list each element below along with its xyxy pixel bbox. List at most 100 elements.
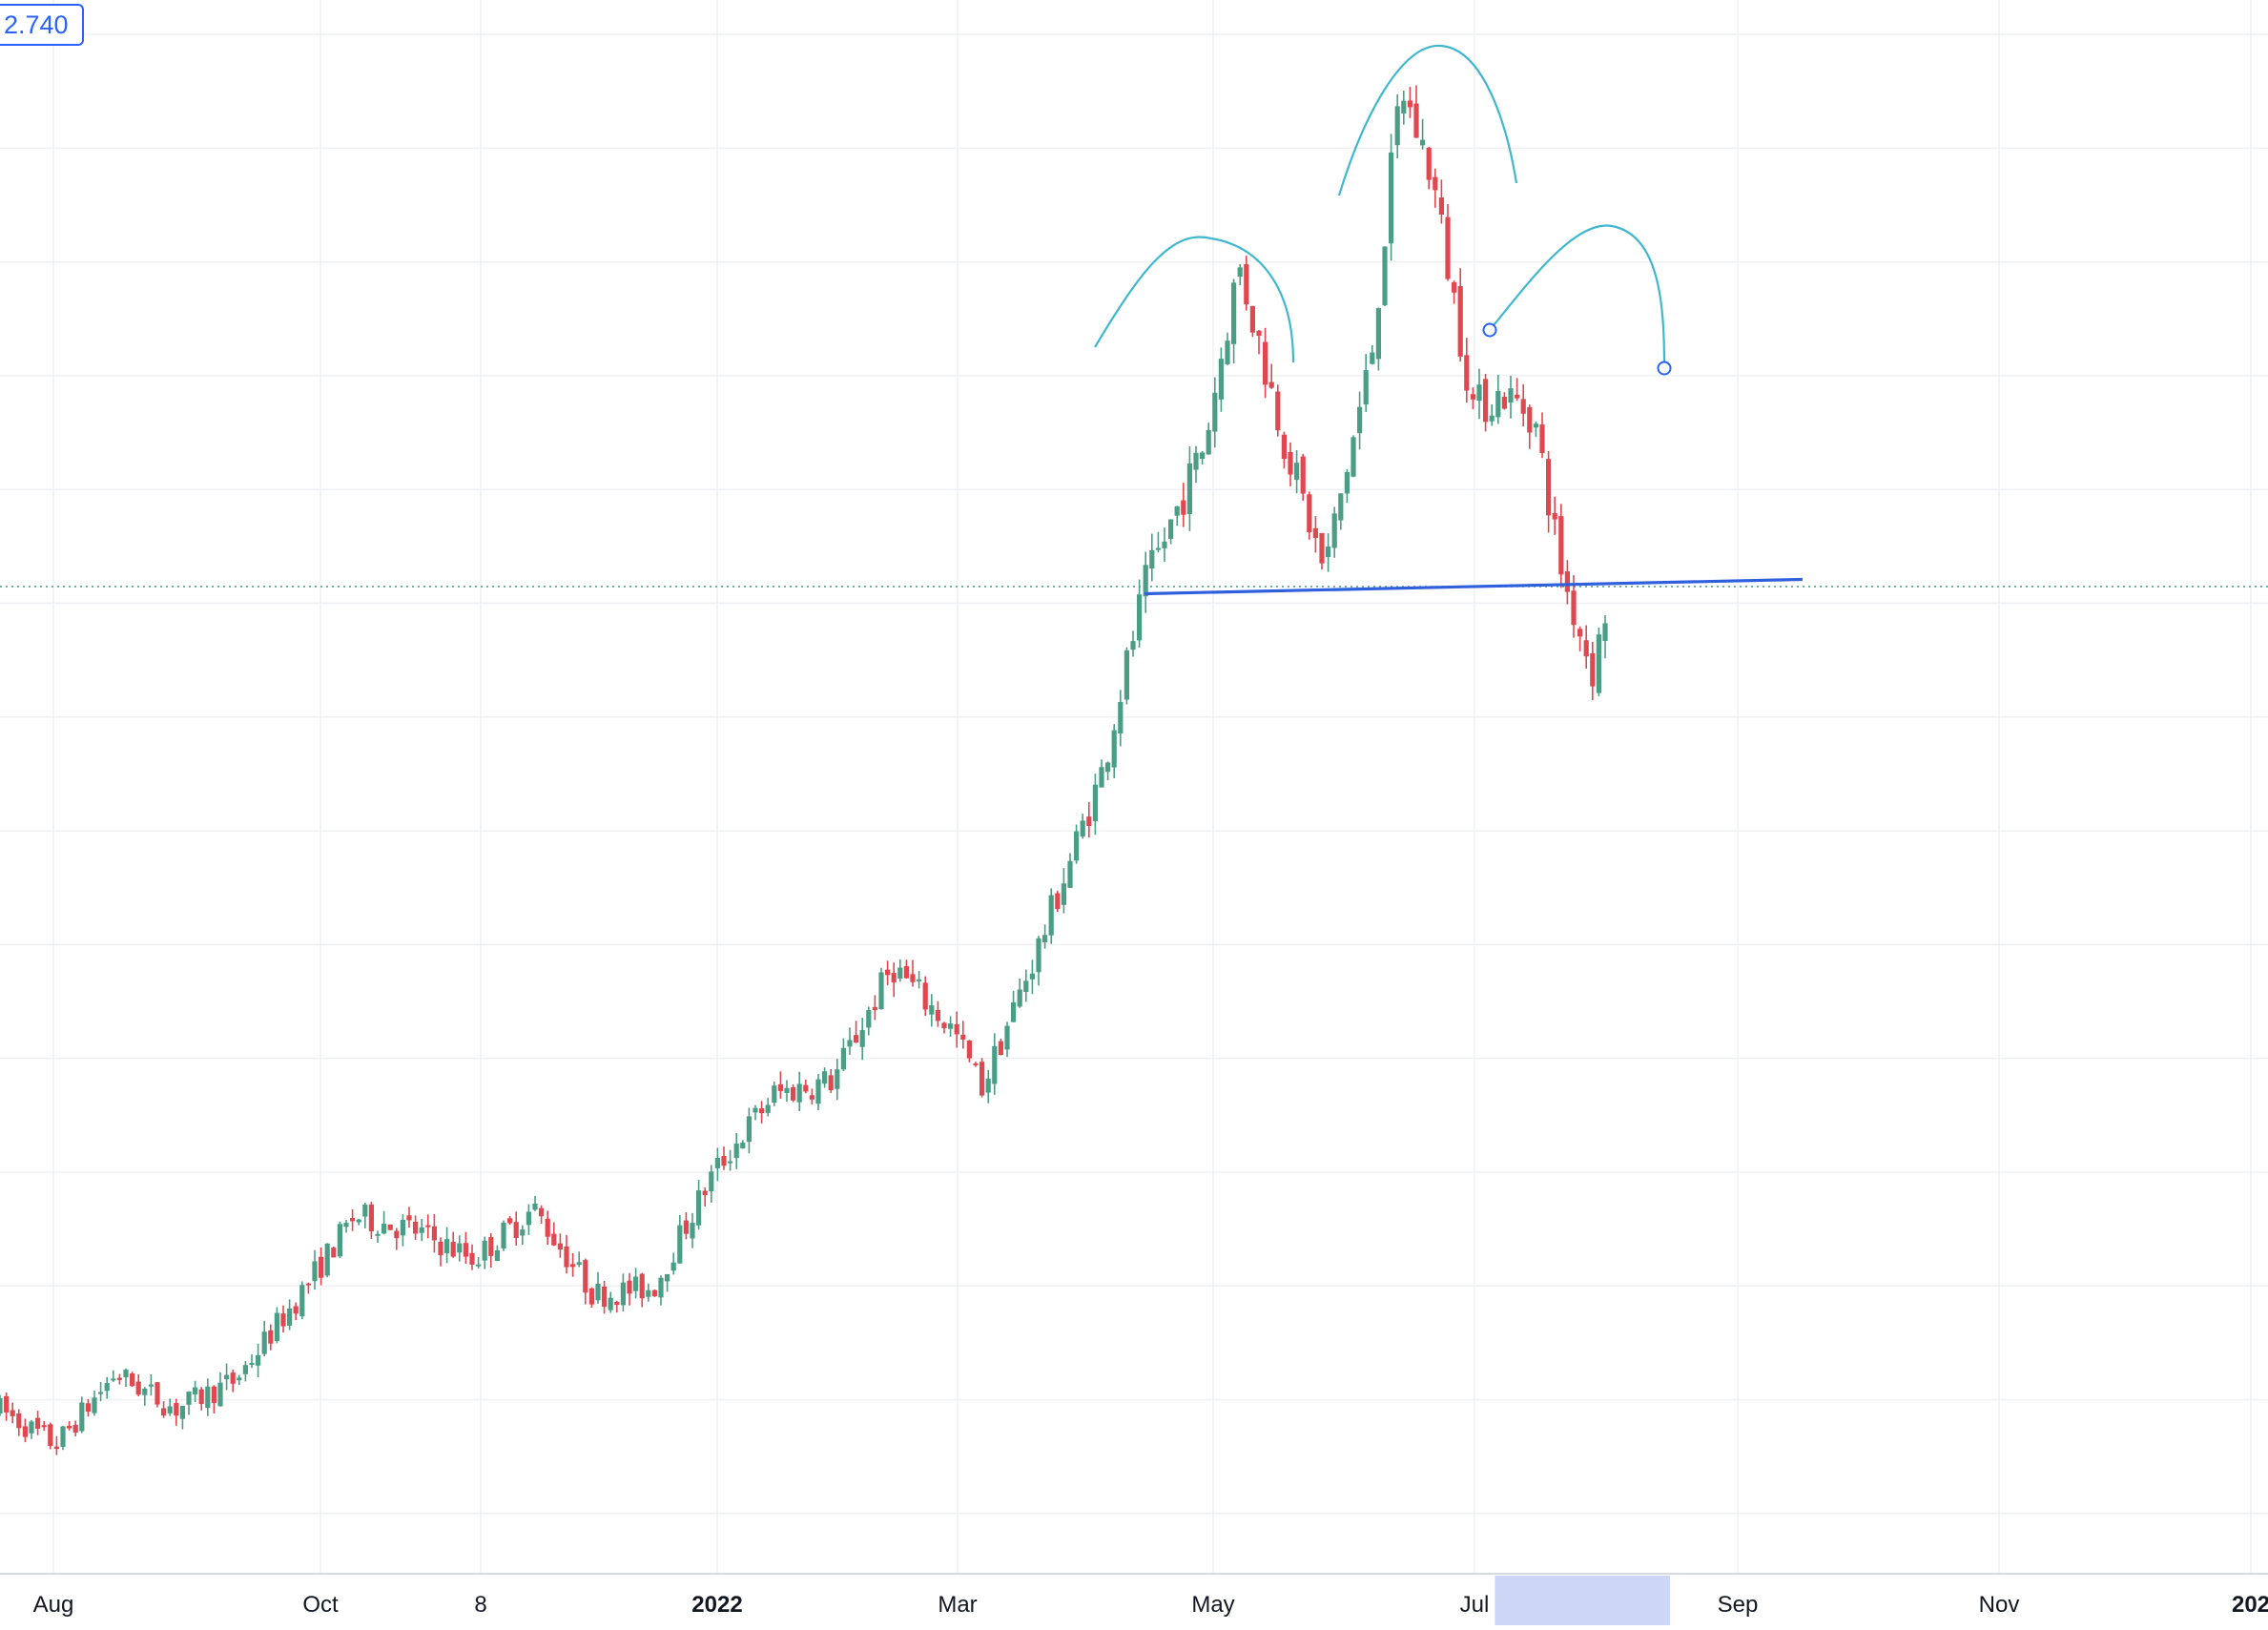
- candle-body: [966, 1041, 972, 1059]
- candle-body: [1162, 541, 1167, 548]
- candle-body: [935, 1009, 940, 1021]
- candle-body: [1174, 506, 1180, 516]
- candle-body: [835, 1069, 840, 1089]
- candle-body: [1092, 784, 1098, 821]
- candle-body: [1382, 246, 1388, 306]
- candle-body: [866, 1010, 872, 1028]
- candle-body: [1225, 340, 1230, 364]
- candle-body: [324, 1243, 330, 1276]
- candle-body: [116, 1377, 122, 1380]
- candle-body: [155, 1382, 160, 1405]
- candle-body: [809, 1095, 814, 1100]
- candle-body: [1186, 463, 1192, 514]
- candle-body: [602, 1287, 608, 1308]
- candle-body: [142, 1388, 148, 1395]
- candle-body: [1118, 702, 1124, 734]
- candle-body: [419, 1227, 424, 1233]
- candle-body: [1099, 767, 1104, 788]
- candle-body: [293, 1306, 299, 1314]
- candle-body: [885, 969, 891, 976]
- candle-body: [583, 1260, 588, 1293]
- candle-body: [759, 1108, 765, 1114]
- candle-body: [1489, 415, 1495, 422]
- candle-body: [1426, 147, 1432, 180]
- x-axis-tick-label: Jul: [1460, 1592, 1490, 1618]
- candle-body: [375, 1233, 381, 1236]
- x-axis-tick-label: Aug: [33, 1592, 74, 1618]
- candle-body: [29, 1421, 34, 1434]
- candle-body: [104, 1382, 110, 1392]
- candle-body: [709, 1171, 714, 1192]
- candle-body: [822, 1071, 828, 1084]
- candle-body: [1307, 494, 1312, 533]
- candle-body: [1501, 396, 1507, 409]
- candle-body: [765, 1104, 771, 1113]
- candle-body: [249, 1362, 255, 1365]
- candle-body: [394, 1230, 400, 1239]
- candle-body: [1004, 1025, 1010, 1050]
- candle-body: [1577, 629, 1583, 637]
- candle-body: [784, 1087, 790, 1093]
- candle-body: [413, 1221, 419, 1234]
- candle-body: [1389, 152, 1394, 244]
- candle-body: [828, 1075, 834, 1090]
- candle-body: [1596, 634, 1601, 693]
- x-axis-tick-label: Sep: [1718, 1592, 1759, 1618]
- candles: [0, 85, 1608, 1455]
- candle-body: [148, 1384, 154, 1387]
- candle-body: [872, 1006, 877, 1011]
- candle-body: [840, 1047, 846, 1070]
- candle-body: [878, 972, 884, 1010]
- candle-body: [1249, 305, 1255, 333]
- candle-body: [929, 1005, 935, 1015]
- candle-body: [425, 1225, 431, 1228]
- candle-body: [627, 1280, 632, 1294]
- candle-body: [193, 1387, 198, 1394]
- candle-body: [979, 1062, 985, 1096]
- candle-body: [41, 1425, 47, 1428]
- candle-body: [72, 1424, 78, 1434]
- candle-body: [217, 1382, 223, 1407]
- candle-body: [476, 1264, 482, 1267]
- candle-body: [1029, 973, 1035, 980]
- candle-body: [67, 1425, 72, 1429]
- candle-body: [438, 1241, 443, 1256]
- candle-body: [261, 1331, 267, 1354]
- candle-body: [1407, 100, 1412, 108]
- drawings[interactable]: [1094, 44, 1803, 596]
- candle-body: [1137, 594, 1143, 641]
- candle-body: [1344, 471, 1350, 494]
- candle-body: [1338, 493, 1344, 521]
- candle-body: [772, 1085, 777, 1104]
- candle-body: [1200, 452, 1206, 460]
- candle-body: [1394, 106, 1400, 146]
- candle-body: [92, 1397, 97, 1413]
- x-axis-tick-label: Nov: [1979, 1592, 2020, 1618]
- candle-body: [1527, 406, 1533, 433]
- candle-body: [1319, 532, 1325, 564]
- candle-body: [130, 1372, 135, 1387]
- candle-body: [123, 1370, 129, 1378]
- candle-body: [1533, 423, 1538, 428]
- candle-body: [274, 1312, 279, 1342]
- candle-body: [1263, 341, 1268, 385]
- candle-body: [0, 1397, 3, 1414]
- drawing-anchor-handle: [1482, 322, 1497, 338]
- candle-body: [639, 1273, 645, 1299]
- candle-body: [1181, 500, 1186, 515]
- candle-body: [198, 1389, 204, 1404]
- candle-body: [356, 1219, 361, 1223]
- candle-body: [526, 1211, 531, 1226]
- candle-body: [98, 1392, 104, 1394]
- candle-body: [1256, 330, 1262, 337]
- candle-body: [1470, 394, 1475, 400]
- candle-body: [1326, 547, 1331, 558]
- candle-body: [557, 1243, 563, 1249]
- candle-body: [696, 1190, 702, 1226]
- candle-body: [1433, 176, 1438, 191]
- candle-body: [1464, 355, 1470, 391]
- candle-body: [469, 1252, 475, 1265]
- candle-body: [331, 1248, 337, 1258]
